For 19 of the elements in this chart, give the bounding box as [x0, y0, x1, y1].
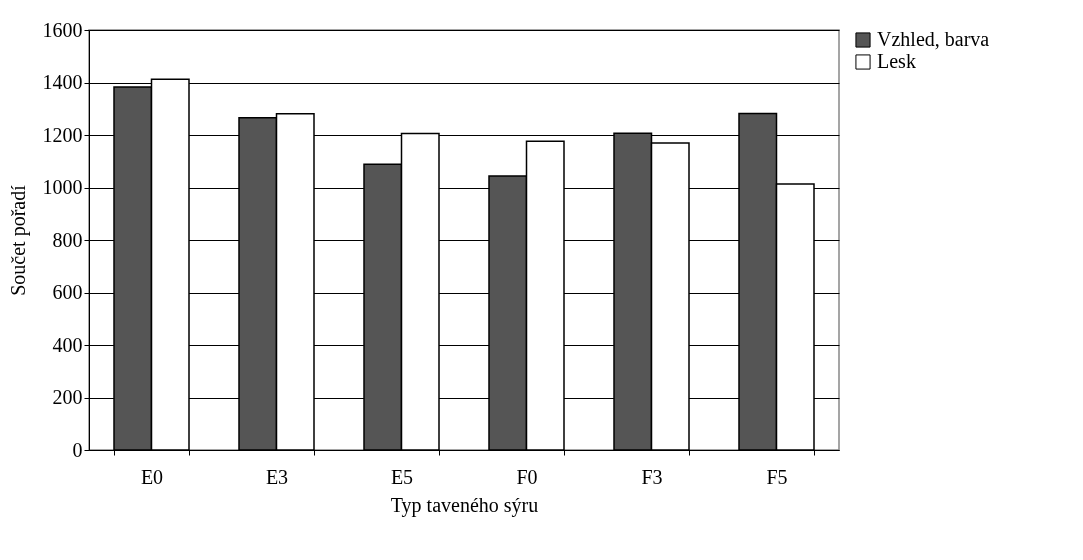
y-tick-label: 200 — [52, 386, 83, 408]
x-tick-label: E3 — [265, 465, 289, 488]
x-axis-title: Typ taveného sýru — [390, 493, 539, 517]
y-axis-title: Součet pořadí — [6, 184, 30, 296]
x-tick-label: F5 — [766, 465, 788, 488]
x-tick-label: F3 — [641, 465, 663, 488]
legend-label: Lesk — [877, 50, 916, 72]
y-tick-label: 400 — [52, 333, 83, 356]
y-tick-label: 800 — [52, 228, 83, 251]
y-tick-label: 1000 — [42, 176, 83, 198]
x-tick-label: F0 — [516, 465, 538, 488]
legend-label: Vzhled, barva — [877, 28, 990, 50]
y-tick-label: 1200 — [42, 123, 83, 146]
y-tick-label: 1600 — [42, 18, 83, 41]
x-tick-label: E5 — [390, 465, 414, 488]
y-tick-label: 0 — [72, 438, 83, 461]
y-tick-label: 1400 — [42, 71, 83, 93]
x-tick-label: E0 — [140, 465, 164, 488]
y-tick-label: 600 — [52, 281, 83, 303]
